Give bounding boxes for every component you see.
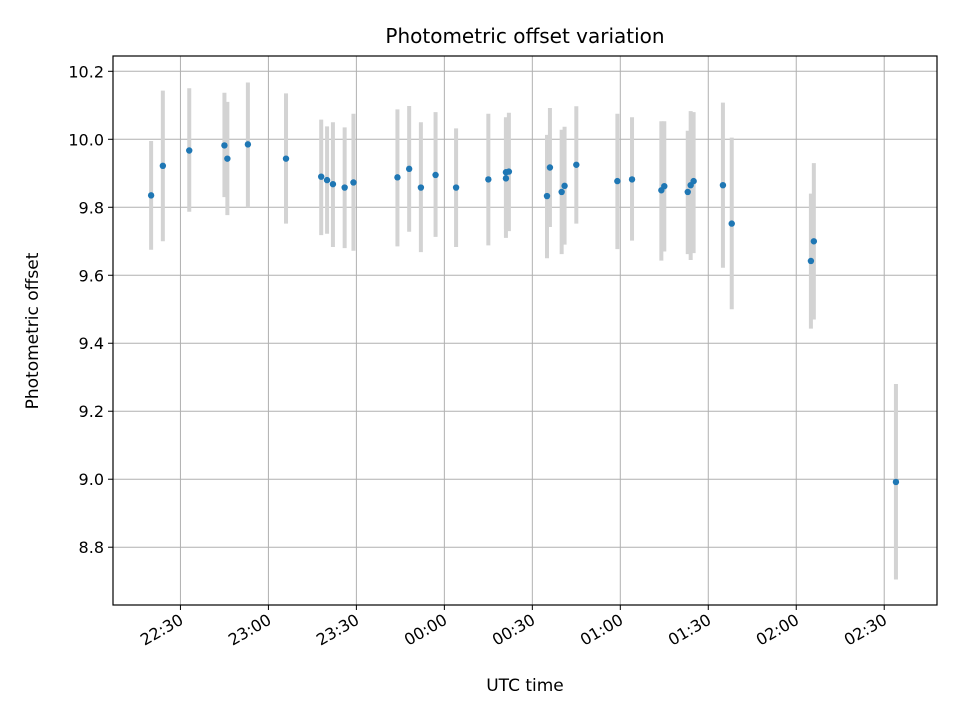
- plot-frame: [112, 55, 938, 606]
- data-point: [719, 181, 727, 189]
- data-point: [147, 192, 155, 199]
- data-point: [546, 164, 554, 171]
- data-point: [892, 478, 900, 486]
- y-tick-label: 10.2: [68, 62, 104, 81]
- data-point: [405, 165, 413, 173]
- x-ticks: 22:30 23:00 23:30 00:00 00:30 01:00 01:30 02:00…: [137, 605, 890, 650]
- errorbars: [149, 82, 898, 580]
- data-point: [452, 184, 460, 191]
- x-tick-label: 23:30: [313, 610, 362, 650]
- grid-lines: [113, 56, 937, 605]
- data-point: [684, 188, 691, 196]
- x-tick-label: 23:00: [225, 610, 274, 650]
- x-axis-label: UTC time: [486, 676, 564, 696]
- y-ticks: 8.8 9.0 9.2 9.4 9.6 9.8 10.0 10.2: [68, 62, 113, 557]
- data-point: [159, 162, 167, 169]
- data-point: [810, 238, 818, 245]
- data-point: [221, 142, 228, 149]
- x-tick-label: 00:00: [401, 610, 450, 650]
- data-point: [690, 177, 697, 185]
- data-point: [485, 176, 492, 183]
- data-point: [394, 174, 401, 181]
- x-tick-label: 01:30: [665, 610, 714, 650]
- data-point: [186, 147, 193, 154]
- data-point: [244, 141, 252, 148]
- data-point: [558, 188, 565, 196]
- data-point: [543, 192, 551, 200]
- data-point: [323, 176, 331, 184]
- data-point: [329, 180, 337, 188]
- data-point: [628, 176, 636, 183]
- data-point: [505, 168, 513, 175]
- data-point: [573, 161, 580, 168]
- x-tick-label: 02:00: [753, 610, 802, 650]
- data-point: [614, 177, 621, 185]
- y-tick-label: 9.4: [79, 334, 104, 353]
- y-tick-label: 9.2: [79, 402, 104, 421]
- data-point: [807, 257, 815, 265]
- data-point: [282, 155, 290, 162]
- data-point: [432, 171, 439, 179]
- x-tick-label: 02:30: [841, 610, 890, 650]
- data-point: [417, 184, 425, 191]
- data-point: [661, 182, 668, 190]
- y-tick-label: 8.8: [79, 538, 104, 557]
- chart-title: Photometric offset variation: [385, 24, 664, 48]
- data-point: [224, 155, 231, 162]
- x-tick-label: 01:00: [577, 610, 626, 650]
- x-tick-label: 22:30: [137, 610, 186, 650]
- data-point: [502, 175, 510, 182]
- data-points: [147, 141, 900, 486]
- data-point: [561, 182, 568, 190]
- data-point: [350, 179, 357, 186]
- y-tick-label: 9.6: [79, 266, 104, 285]
- y-tick-label: 9.0: [79, 470, 104, 489]
- y-tick-label: 9.8: [79, 198, 104, 217]
- x-tick-label: 00:30: [489, 610, 538, 650]
- y-axis-label: Photometric offset: [23, 252, 43, 409]
- data-point: [317, 173, 325, 180]
- y-tick-label: 10.0: [68, 130, 104, 149]
- data-point: [728, 220, 735, 227]
- data-point: [341, 184, 348, 191]
